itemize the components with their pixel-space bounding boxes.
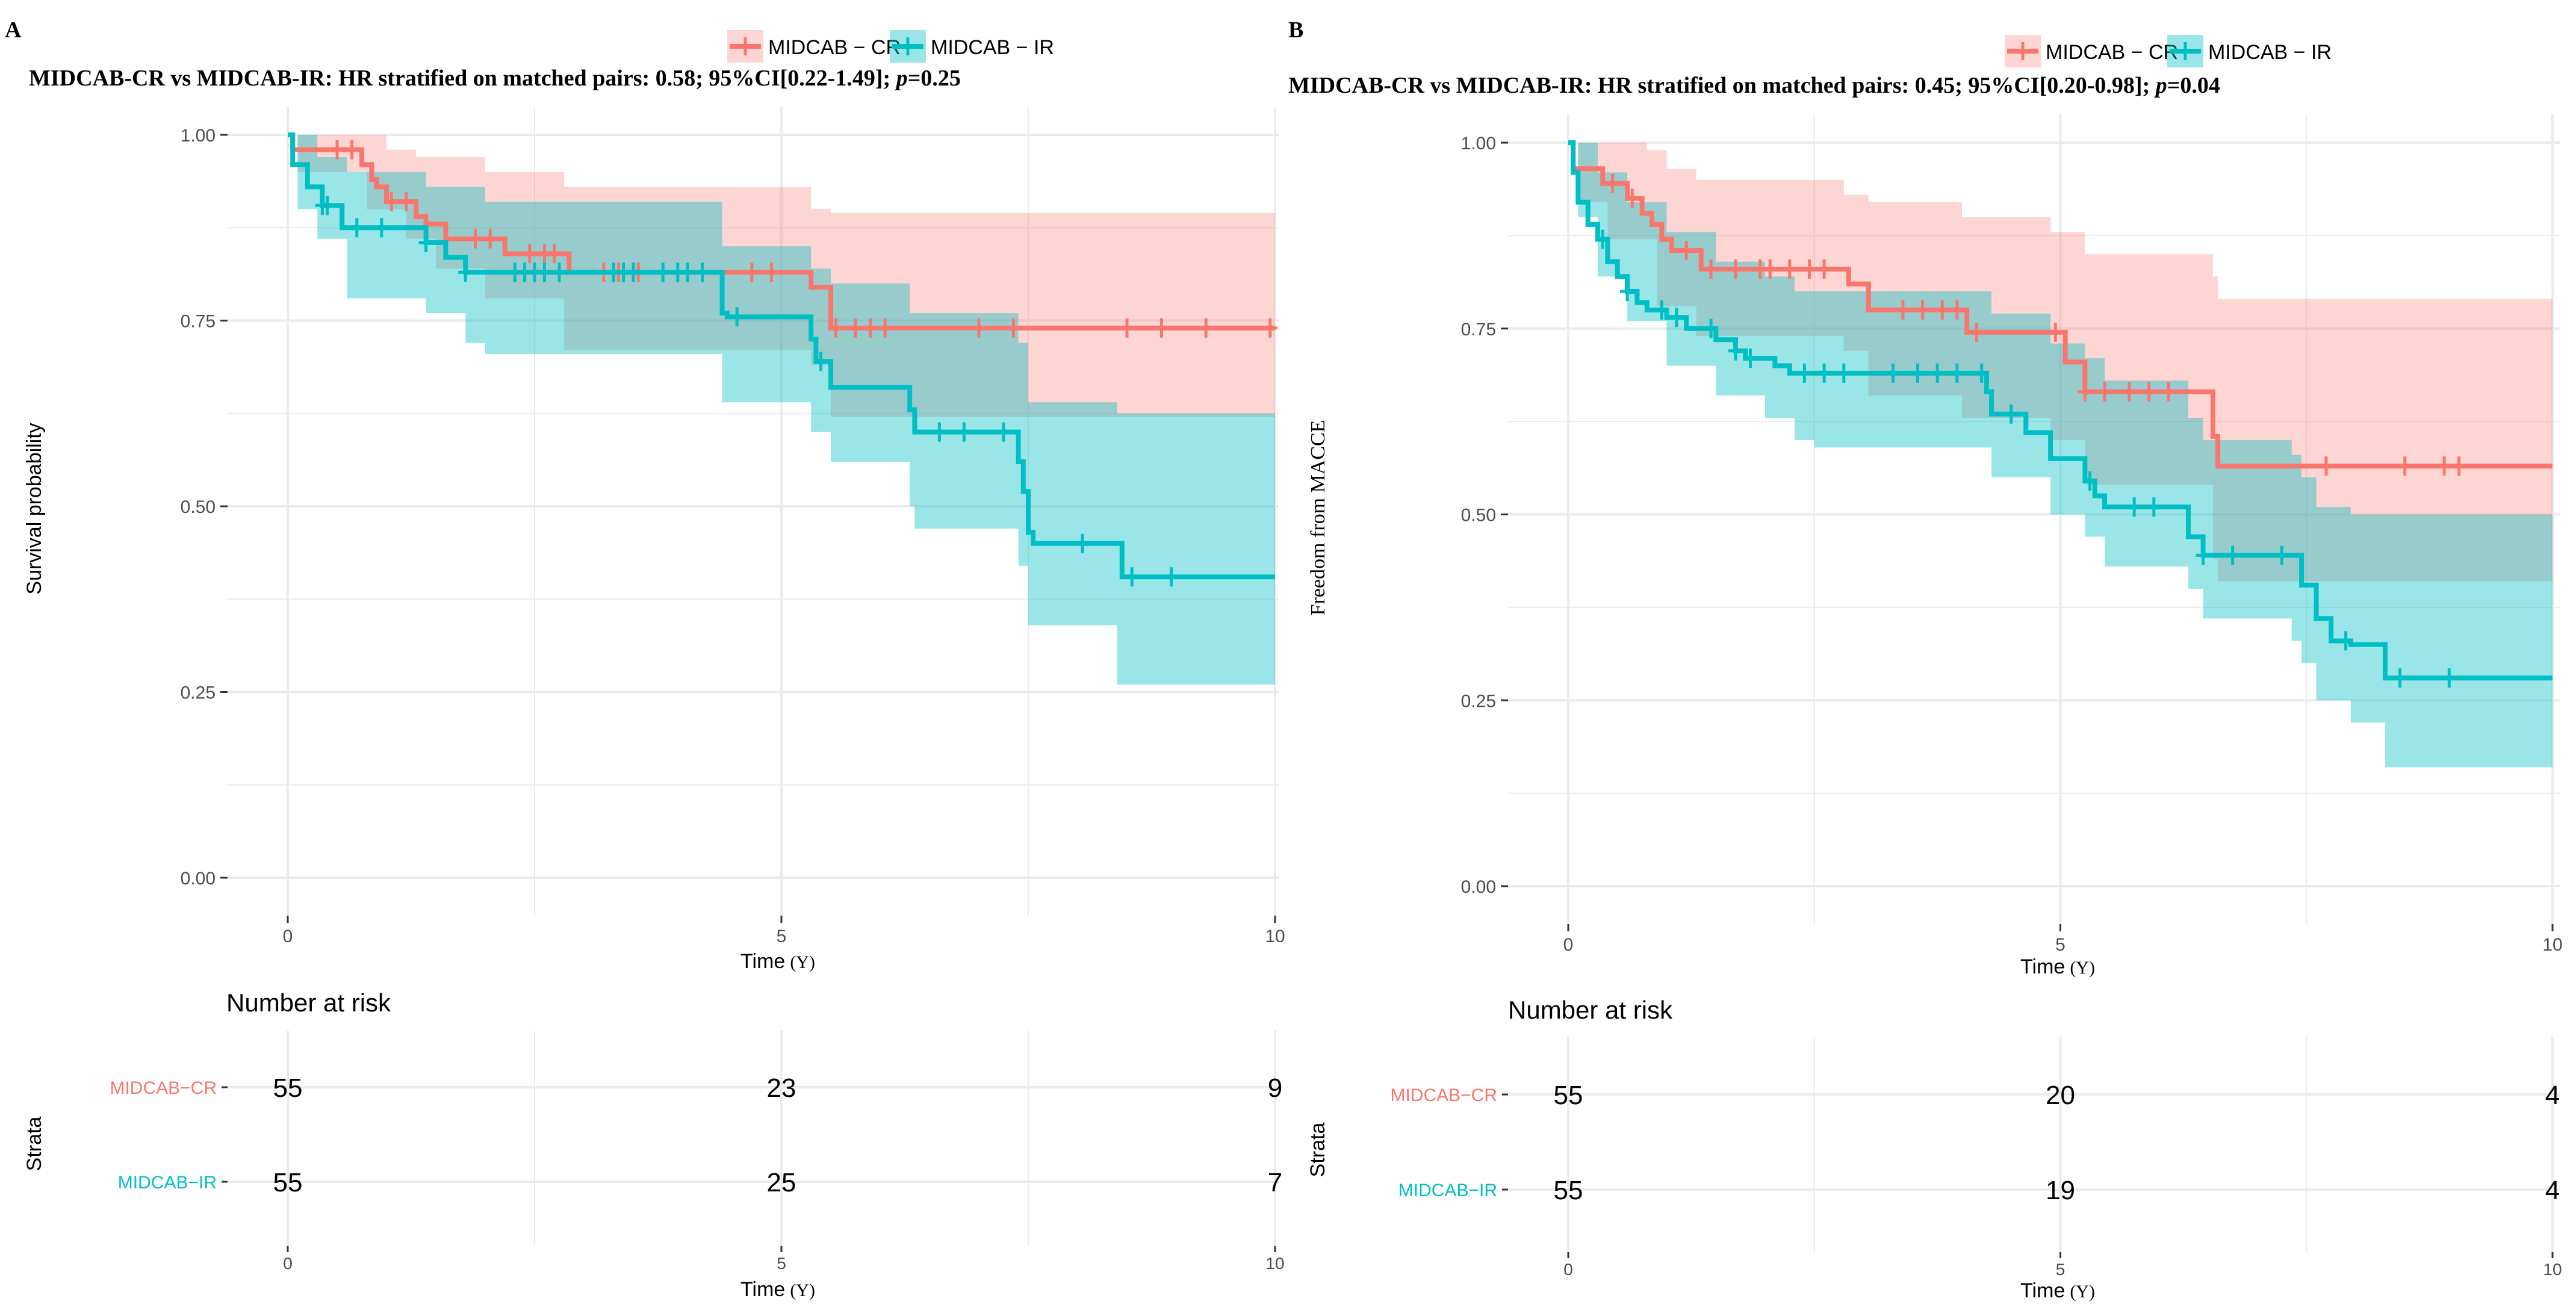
risk-count: 7 <box>1268 1168 1282 1197</box>
panel-b-risk-y-label: Strata <box>1306 1123 1329 1178</box>
ir-survival-curve <box>288 132 1275 580</box>
y-tick-label: 0.00 <box>1461 877 1496 897</box>
risk-count: 9 <box>1268 1073 1282 1103</box>
x-tick-label: 10 <box>1265 927 1285 946</box>
cr-confidence-band <box>288 135 1275 417</box>
panel-a-risk-table: MIDCAB−CR 55 23 9 MIDCAB−IR 55 25 7 0 5 10 <box>110 1031 1285 1273</box>
risk-count: 25 <box>767 1168 796 1197</box>
risk-x-tick-label: 5 <box>777 1254 786 1273</box>
y-tick-label: 0.75 <box>181 312 216 332</box>
legend-cr-label: MIDCAB − CR <box>768 36 901 59</box>
y-tick-label: 0.25 <box>1461 691 1496 711</box>
panel-a-risk-x-label: Time (Y) <box>740 1278 815 1301</box>
panel-a: A MIDCAB-CR vs MIDCAB-IR: HR stratified … <box>5 17 1285 1301</box>
risk-count: 4 <box>2545 1176 2560 1205</box>
risk-strata-label: MIDCAB−IR <box>118 1173 217 1193</box>
risk-x-tick-label: 0 <box>283 1254 293 1273</box>
risk-x-tick-label: 0 <box>1563 1260 1573 1279</box>
risk-x-tick-label: 5 <box>2056 1260 2065 1279</box>
y-tick-label: 0.00 <box>181 869 216 889</box>
panel-b-risk-x-label: Time (Y) <box>2020 1279 2095 1302</box>
panel-b: B MIDCAB-CR vs MIDCAB-IR: HR stratified … <box>1288 17 2563 1302</box>
x-tick-label: 5 <box>2055 935 2065 955</box>
risk-x-tick-label: 10 <box>1265 1254 1284 1273</box>
x-tick-label: 0 <box>1563 935 1574 955</box>
panel-b-y-axis-label: Freedom from MACCE <box>1307 420 1329 616</box>
panel-a-x-axis-label: Time (Y) <box>740 950 815 973</box>
y-tick-label: 1.00 <box>181 126 216 146</box>
panel-b-risk-title: Number at risk <box>1508 996 1673 1024</box>
x-tick-label: 10 <box>2542 935 2562 955</box>
risk-count: 55 <box>273 1073 303 1103</box>
risk-x-tick-label: 10 <box>2543 1260 2562 1279</box>
y-tick-label: 1.00 <box>1461 134 1496 154</box>
risk-count: 55 <box>1554 1081 1583 1110</box>
risk-count: 19 <box>2046 1176 2075 1205</box>
risk-strata-label: MIDCAB−CR <box>110 1078 217 1098</box>
y-tick-label: 0.75 <box>1461 320 1496 340</box>
risk-count: 55 <box>1554 1176 1583 1205</box>
panel-b-x-axis-label: Time (Y) <box>2020 955 2095 978</box>
ir-survival-curve <box>1568 140 2553 681</box>
legend-ir-label: MIDCAB − IR <box>2208 41 2332 64</box>
y-tick-label: 0.25 <box>181 683 216 703</box>
legend-cr-label: MIDCAB − CR <box>2046 41 2178 64</box>
risk-strata-label: MIDCAB−CR <box>1390 1085 1497 1105</box>
panel-b-label: B <box>1288 17 1303 43</box>
panel-a-survival-plot: 0.00 0.25 0.50 0.75 1.00 0 5 10 <box>181 107 1285 946</box>
panel-a-risk-y-label: Strata <box>23 1117 46 1172</box>
ir-confidence-band <box>1568 143 2553 768</box>
panel-b-title: MIDCAB-CR vs MIDCAB-IR: HR stratified on… <box>1288 73 2220 98</box>
panel-a-title: MIDCAB-CR vs MIDCAB-IR: HR stratified on… <box>29 66 961 91</box>
panel-b-legend: MIDCAB − CR MIDCAB − IR <box>2005 35 2332 67</box>
panel-a-label: A <box>5 17 22 43</box>
y-tick-label: 0.50 <box>181 497 216 517</box>
risk-count: 55 <box>273 1168 303 1197</box>
legend-ir-label: MIDCAB − IR <box>931 36 1054 59</box>
y-tick-label: 0.50 <box>1461 506 1496 526</box>
risk-count: 20 <box>2046 1081 2075 1110</box>
cr-survival-curve <box>288 132 1275 331</box>
panel-b-risk-table: MIDCAB−CR 55 20 4 MIDCAB−IR 55 19 4 0 5 10 <box>1390 1037 2562 1279</box>
panel-a-y-axis-label: Survival probability <box>23 423 46 594</box>
panel-b-survival-plot: 0.00 0.25 0.50 0.75 1.00 0 5 10 <box>1461 114 2563 955</box>
risk-count: 23 <box>767 1073 796 1103</box>
risk-strata-label: MIDCAB−IR <box>1398 1181 1497 1200</box>
cr-confidence-band <box>1568 143 2553 582</box>
panel-a-legend: MIDCAB − CR MIDCAB − IR <box>727 30 1054 63</box>
risk-count: 4 <box>2545 1081 2560 1110</box>
panel-a-risk-title: Number at risk <box>226 989 391 1017</box>
x-tick-label: 0 <box>283 927 293 946</box>
x-tick-label: 5 <box>777 927 787 946</box>
